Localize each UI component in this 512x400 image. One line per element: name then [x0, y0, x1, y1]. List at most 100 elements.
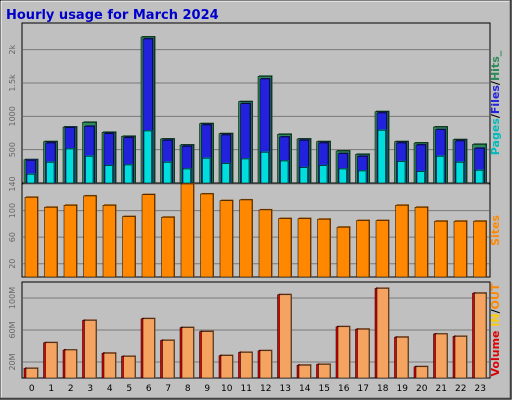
chart-title: Hourly usage for March 2024	[6, 8, 219, 23]
y-tick-label: 100	[8, 203, 17, 218]
panel-label-part: Files	[489, 85, 502, 115]
x-tick-label: 4	[107, 384, 113, 394]
bar-sites	[317, 218, 331, 278]
x-tick-label: 1	[48, 384, 54, 394]
bar-pages	[377, 130, 386, 184]
bar-sites	[24, 197, 38, 278]
bar-out	[454, 336, 467, 379]
bar-sites	[63, 205, 77, 278]
y-tick-label: 20	[8, 259, 17, 269]
bar-sites	[473, 220, 487, 278]
y-tick-label: 100M	[8, 287, 17, 309]
bar-out	[25, 368, 38, 379]
bar-pages	[85, 156, 94, 184]
bar-out	[337, 326, 350, 379]
bar-pages	[436, 156, 445, 184]
panel-label: Pages/Files/Hits_	[489, 50, 502, 155]
bar-pages	[124, 164, 133, 184]
bar-sites	[141, 194, 155, 278]
bar-out	[181, 327, 194, 379]
bar-out	[45, 342, 58, 379]
bar-sites	[83, 195, 97, 278]
panel-label-part: /	[489, 113, 502, 118]
panel-label: Sites	[489, 215, 502, 246]
panel-label: Volume IN/OUT	[489, 283, 502, 376]
bar-pages	[182, 168, 191, 184]
bar-sites	[395, 205, 409, 278]
x-tick-label: 22	[455, 384, 466, 394]
panel-label-part: Pages	[489, 118, 502, 156]
x-tick-label: 20	[416, 384, 428, 394]
bar-pages	[358, 170, 367, 184]
x-tick-label: 18	[377, 384, 389, 394]
bar-pages	[221, 163, 230, 184]
x-tick-label: 0	[29, 384, 35, 394]
bar-out	[123, 356, 136, 379]
x-tick-label: 3	[87, 384, 93, 394]
series-out	[25, 287, 487, 379]
bar-sites	[278, 218, 292, 278]
bar-out	[220, 355, 233, 379]
bar-sites	[414, 207, 428, 278]
bar-pages	[65, 148, 74, 184]
bar-out	[474, 292, 487, 379]
x-tick-label: 14	[299, 384, 311, 394]
series-sites	[24, 183, 487, 278]
bar-sites	[122, 216, 136, 278]
bar-sites	[258, 209, 272, 278]
x-tick-label: 13	[280, 384, 291, 394]
chart-panels: 50010001.5k2kPages/Files/Hits_2060100140…	[8, 22, 502, 379]
x-tick-label: 8	[185, 384, 191, 394]
bar-pages	[319, 165, 328, 184]
bar-pages	[299, 167, 308, 184]
bar-pages	[202, 158, 211, 184]
panel-label-part: Sites	[489, 215, 502, 246]
bar-out	[240, 352, 253, 379]
bar-sites	[180, 183, 194, 278]
panel-label-part: /	[489, 80, 502, 85]
bar-pages	[143, 130, 152, 184]
bar-out	[435, 333, 448, 379]
bar-sites	[102, 205, 116, 278]
bar-out	[259, 350, 272, 379]
x-tick-label: 23	[475, 384, 486, 394]
x-tick-label: 5	[126, 384, 132, 394]
panel-2: 20M 60M 100M Volume IN/OUT	[8, 281, 502, 379]
bar-pages	[397, 161, 406, 184]
bar-pages	[104, 165, 113, 184]
x-tick-label: 11	[241, 384, 252, 394]
bar-out	[162, 340, 175, 379]
bar-sites	[434, 220, 448, 278]
panel-1: 20 60 100 140 Sites	[8, 176, 502, 278]
series-pages	[26, 129, 484, 184]
bar-pages	[280, 160, 289, 184]
y-tick-label: 20M	[8, 353, 17, 370]
bar-out	[103, 352, 116, 379]
bar-pages	[338, 168, 347, 184]
y-tick-label: 2k	[8, 44, 17, 54]
bar-pages	[241, 158, 250, 184]
bar-sites	[161, 216, 175, 278]
panel-label-part: Volume	[489, 330, 502, 376]
panel-label-part: /	[489, 308, 502, 313]
x-tick-label: 17	[358, 384, 369, 394]
x-tick-label: 10	[221, 384, 233, 394]
bar-sites	[356, 220, 370, 278]
bar-sites	[297, 218, 311, 278]
x-tick-label: 2	[68, 384, 74, 394]
bar-sites	[200, 193, 214, 278]
y-tick-label: 60	[8, 232, 17, 242]
x-axis-labels: 0 1 2 3 4 5 6 7 8 9 10 11 12 13 14 15 16 17 18 19 20 21 22 23	[29, 384, 486, 394]
bar-sites	[336, 226, 350, 278]
bar-out	[142, 318, 155, 379]
bar-pages	[163, 162, 172, 184]
bar-sites	[453, 220, 467, 278]
y-tick-label: 500	[8, 142, 17, 157]
bar-sites	[44, 207, 58, 278]
x-tick-label: 21	[436, 384, 447, 394]
bar-out	[279, 294, 292, 379]
bar-pages	[416, 171, 425, 184]
bar-out	[415, 366, 428, 379]
